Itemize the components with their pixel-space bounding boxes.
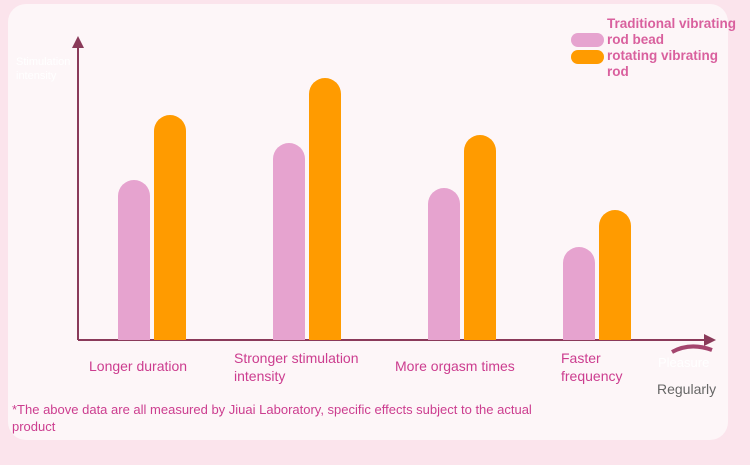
legend: Traditional vibrating rod bead rotating … (571, 16, 747, 80)
category-label: Faster frequency (561, 350, 623, 384)
y-axis-arrow (72, 36, 84, 48)
category-label: Stronger stimulation intensity (234, 350, 359, 384)
y-axis-label: Stimulation intensity (16, 56, 71, 82)
bar-traditional-2 (428, 188, 460, 340)
bar-traditional-0 (118, 180, 150, 340)
footnote: *The above data are all measured by Jiua… (12, 402, 532, 434)
legend-swatch-rotating (571, 50, 604, 64)
legend-label-rotating: rotating vibrating rod (607, 48, 718, 79)
x-axis-label: Pleasure (658, 355, 710, 370)
category-label: More orgasm times (395, 358, 515, 374)
legend-swatch-traditional (571, 33, 604, 47)
legend-item-rotating: rotating vibrating rod (571, 48, 747, 80)
bar-rotating-2 (464, 135, 496, 340)
bar-rotating-3 (599, 210, 631, 340)
x-extra-label: Regularly (657, 381, 717, 397)
brush-stroke-decoration (671, 344, 713, 354)
legend-label-traditional: Traditional vibrating rod bead (607, 16, 737, 47)
bar-traditional-3 (563, 247, 595, 340)
bar-traditional-1 (273, 143, 305, 340)
category-label: Longer duration (89, 358, 188, 374)
legend-item-traditional: Traditional vibrating rod bead (571, 16, 747, 48)
bar-rotating-0 (154, 115, 186, 340)
x-axis-arrow (704, 334, 716, 346)
bar-rotating-1 (309, 78, 341, 340)
